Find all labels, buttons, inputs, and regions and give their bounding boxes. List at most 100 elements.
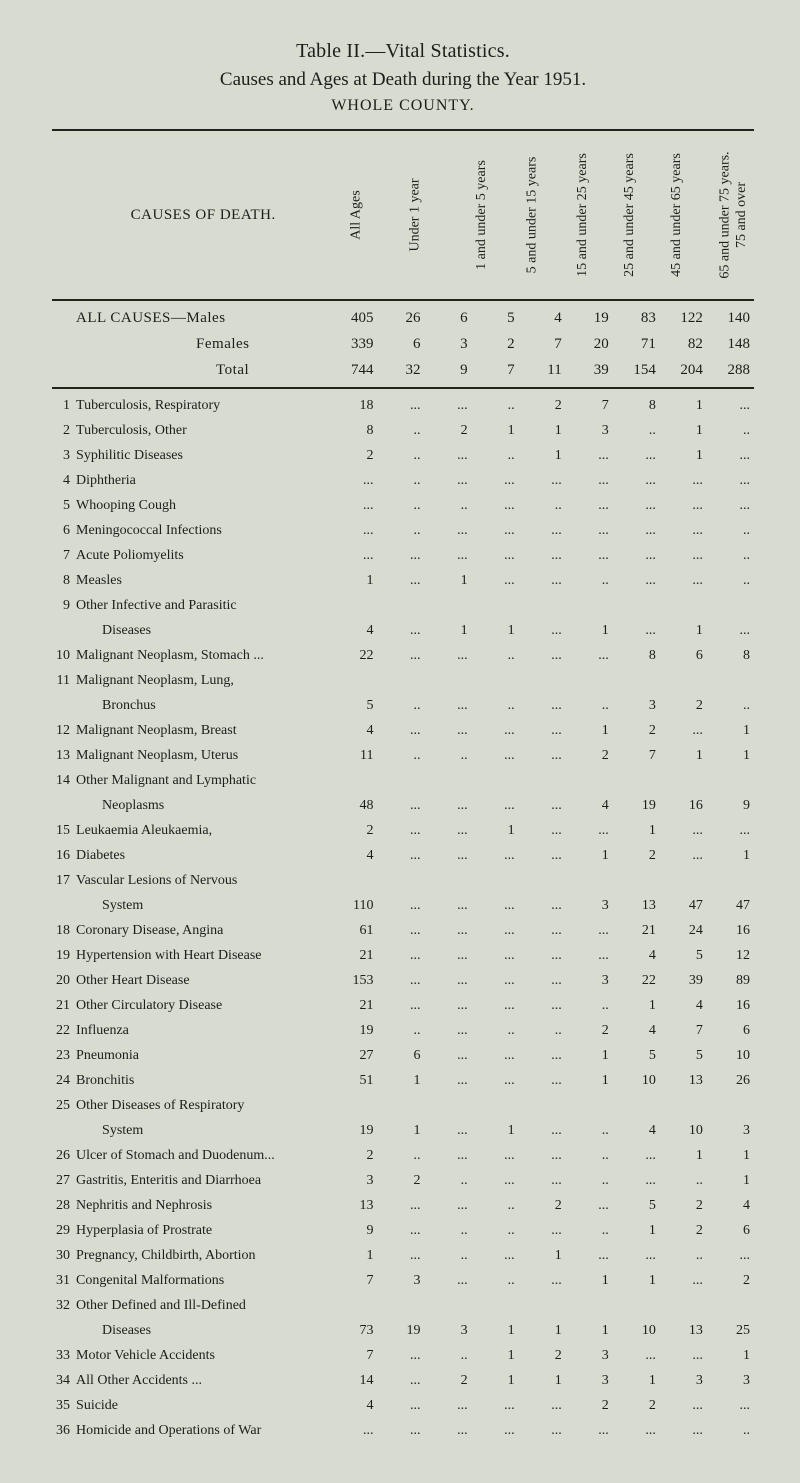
- cell-value: ..: [472, 1193, 519, 1218]
- cell-value: 22: [613, 968, 660, 993]
- table-row: 29Hyperplasia of Prostrate9............1…: [52, 1218, 754, 1243]
- cell-value: ..: [472, 643, 519, 668]
- table-row: 2Tuberculosis, Other8..2113..1..: [52, 418, 754, 443]
- cell-value: 1: [330, 1243, 377, 1268]
- totals-value: 339: [330, 331, 377, 357]
- cell-value: ..: [660, 1243, 707, 1268]
- cell-value: 3: [707, 1368, 754, 1393]
- cell-value: 18: [330, 388, 377, 418]
- cell-value: 1: [566, 1043, 613, 1068]
- table-row: 36Homicide and Operations of War........…: [52, 1418, 754, 1443]
- cell-value: 1: [472, 618, 519, 643]
- cell-value: 1: [566, 718, 613, 743]
- row-index: 13: [52, 743, 76, 768]
- cell-value: 14: [330, 1368, 377, 1393]
- cell-value: ...: [377, 568, 424, 593]
- cell-value: ...: [519, 793, 566, 818]
- cell-value: 8: [613, 643, 660, 668]
- totals-value: 11: [519, 357, 566, 388]
- cell-value: 5: [660, 943, 707, 968]
- cell-value: ...: [425, 1118, 472, 1143]
- cell-value: ..: [377, 493, 424, 518]
- totals-value: 82: [660, 331, 707, 357]
- cell-value: ...: [613, 543, 660, 568]
- cell-value: ...: [472, 918, 519, 943]
- cause-label: Bronchitis: [76, 1068, 330, 1093]
- cell-value: 1: [472, 818, 519, 843]
- cell-value: ..: [425, 1168, 472, 1193]
- cell-value: 2: [707, 1268, 754, 1293]
- cell-value: 1: [707, 743, 754, 768]
- totals-value: 140: [707, 300, 754, 331]
- totals-body: ALL CAUSES—Males405266541983122140Female…: [52, 300, 754, 388]
- cell-value: ...: [472, 1043, 519, 1068]
- cell-value: ...: [425, 388, 472, 418]
- cell-value: [613, 1093, 660, 1118]
- cell-value: ...: [330, 493, 377, 518]
- cell-value: ...: [472, 543, 519, 568]
- cell-value: [519, 768, 566, 793]
- cell-value: 9: [330, 1218, 377, 1243]
- cell-value: ...: [519, 843, 566, 868]
- cell-value: 6: [377, 1043, 424, 1068]
- cell-value: ...: [566, 543, 613, 568]
- table-row: 11Malignant Neoplasm, Lung,: [52, 668, 754, 693]
- row-index: 1: [52, 388, 76, 418]
- col-all-ages: All Ages: [330, 130, 377, 300]
- cause-label: Neoplasms: [76, 793, 330, 818]
- cause-label: Other Heart Disease: [76, 968, 330, 993]
- table-row: 16Diabetes4............12...1: [52, 843, 754, 868]
- totals-row: Total74432971139154204288: [52, 357, 754, 388]
- cell-value: ...: [377, 618, 424, 643]
- cell-value: [566, 593, 613, 618]
- cell-value: 1: [566, 1268, 613, 1293]
- cell-value: ...: [425, 1043, 472, 1068]
- cell-value: [330, 593, 377, 618]
- cell-value: ...: [472, 1168, 519, 1193]
- cell-value: 19: [330, 1118, 377, 1143]
- cause-label: Diseases: [76, 1318, 330, 1343]
- table-row: 32Other Defined and Ill-Defined: [52, 1293, 754, 1318]
- cell-value: 1: [472, 1368, 519, 1393]
- cell-value: ...: [377, 1343, 424, 1368]
- cell-value: 19: [377, 1318, 424, 1343]
- table-row: 1Tuberculosis, Respiratory18........2781…: [52, 388, 754, 418]
- cause-label: Other Infective and Parasitic: [76, 593, 330, 618]
- cell-value: ..: [613, 418, 660, 443]
- table-row: 24Bronchitis511.........1101326: [52, 1068, 754, 1093]
- cell-value: [613, 593, 660, 618]
- cell-value: [660, 768, 707, 793]
- cell-value: 48: [330, 793, 377, 818]
- cause-label: Meningococcal Infections: [76, 518, 330, 543]
- cell-value: 3: [425, 1318, 472, 1343]
- cause-label: Hyperplasia of Prostrate: [76, 1218, 330, 1243]
- cell-value: ..: [472, 388, 519, 418]
- cause-label: Suicide: [76, 1393, 330, 1418]
- cell-value: ..: [566, 568, 613, 593]
- cell-value: ...: [519, 743, 566, 768]
- cell-value: 10: [660, 1118, 707, 1143]
- cell-value: 16: [707, 918, 754, 943]
- row-index: 26: [52, 1143, 76, 1168]
- cell-value: [425, 1093, 472, 1118]
- row-index: 21: [52, 993, 76, 1018]
- cell-value: ...: [377, 388, 424, 418]
- cell-value: ...: [472, 1068, 519, 1093]
- row-index: 36: [52, 1418, 76, 1443]
- cell-value: ..: [566, 1218, 613, 1243]
- row-index: 34: [52, 1368, 76, 1393]
- cell-value: 3: [377, 1268, 424, 1293]
- cell-value: ...: [425, 518, 472, 543]
- totals-value: 148: [707, 331, 754, 357]
- table-row: 28Nephritis and Nephrosis13........2...5…: [52, 1193, 754, 1218]
- row-index: 6: [52, 518, 76, 543]
- cell-value: ...: [519, 543, 566, 568]
- totals-value: 32: [377, 357, 424, 388]
- cell-value: 3: [566, 1368, 613, 1393]
- cell-value: ..: [377, 418, 424, 443]
- cause-label: Malignant Neoplasm, Stomach ...: [76, 643, 330, 668]
- cell-value: ...: [472, 493, 519, 518]
- table-subtitle: Causes and Ages at Death during the Year…: [52, 69, 754, 91]
- cell-value: ...: [377, 1218, 424, 1243]
- totals-value: 204: [660, 357, 707, 388]
